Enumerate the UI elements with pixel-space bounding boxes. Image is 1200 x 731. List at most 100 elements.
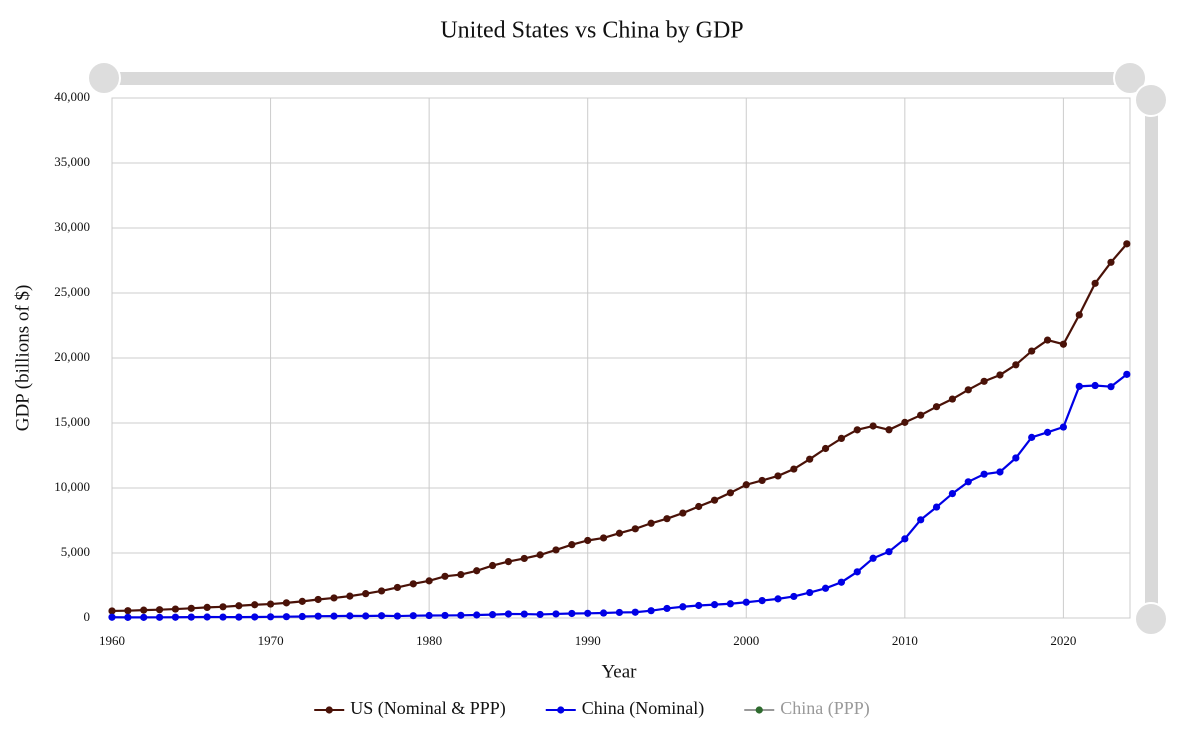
- data-point: [251, 601, 259, 609]
- data-point: [393, 612, 402, 620]
- data-point: [124, 613, 132, 621]
- data-point: [441, 611, 449, 620]
- legend-item[interactable]: US (Nominal & PPP): [314, 698, 506, 719]
- data-point: [568, 609, 576, 618]
- x-tick-label: 1980: [416, 633, 442, 648]
- data-point: [663, 604, 671, 613]
- data-point: [393, 583, 402, 592]
- slider-handle[interactable]: [1134, 602, 1168, 636]
- legend-item[interactable]: China (PPP): [744, 698, 870, 719]
- data-point: [140, 613, 148, 621]
- data-point: [171, 613, 180, 621]
- data-point: [409, 612, 417, 620]
- data-point: [853, 568, 861, 576]
- data-point: [124, 607, 132, 615]
- data-point: [885, 548, 893, 556]
- data-point: [314, 595, 322, 604]
- data-point: [140, 606, 148, 614]
- data-point: [108, 613, 116, 621]
- data-point: [1123, 240, 1131, 248]
- data-point: [679, 509, 687, 517]
- data-point: [774, 595, 782, 603]
- data-point: [1123, 370, 1131, 378]
- slider-handle[interactable]: [1134, 83, 1168, 117]
- chart-title: United States vs China by GDP: [440, 18, 743, 44]
- data-point: [869, 554, 877, 562]
- data-point: [235, 602, 243, 610]
- x-tick-label: 2000: [733, 633, 759, 648]
- data-point: [1075, 311, 1083, 319]
- data-point: [917, 411, 925, 419]
- data-point: [155, 606, 164, 614]
- data-point: [742, 481, 750, 489]
- y-tick-label: 0: [84, 609, 91, 624]
- y-tick-label: 15,000: [54, 414, 90, 429]
- data-point: [108, 607, 116, 615]
- data-point: [948, 489, 957, 498]
- data-point: [806, 588, 814, 597]
- data-point: [187, 613, 195, 621]
- y-range-slider[interactable]: [1134, 83, 1168, 636]
- data-point: [1059, 423, 1068, 431]
- data-point: [853, 426, 861, 434]
- data-point: [282, 599, 291, 607]
- x-tick-label: 1970: [258, 633, 284, 648]
- data-point: [599, 534, 608, 542]
- data-point: [298, 612, 306, 621]
- data-point: [742, 598, 750, 606]
- data-point: [457, 570, 465, 579]
- slider-handle[interactable]: [1113, 61, 1147, 95]
- data-point: [346, 592, 354, 600]
- data-point: [1091, 279, 1099, 287]
- data-point: [996, 371, 1004, 379]
- data-point: [1043, 336, 1052, 344]
- y-tick-label: 20,000: [54, 349, 90, 364]
- data-point: [536, 610, 544, 619]
- data-point: [1091, 381, 1099, 390]
- data-point: [235, 613, 243, 621]
- data-point: [504, 610, 513, 618]
- data-point: [330, 612, 338, 620]
- slider-handle[interactable]: [87, 61, 121, 95]
- data-point: [314, 612, 322, 620]
- data-point: [647, 607, 655, 615]
- data-point: [710, 496, 719, 504]
- data-point: [187, 604, 195, 612]
- data-point: [885, 426, 893, 434]
- data-point: [584, 536, 592, 545]
- data-point: [219, 613, 227, 621]
- data-point: [203, 613, 211, 621]
- data-point: [377, 587, 386, 595]
- y-tick-label: 30,000: [54, 219, 90, 234]
- data-point: [362, 590, 370, 598]
- data-point: [568, 541, 576, 549]
- data-point: [599, 609, 608, 617]
- legend-marker: [325, 706, 333, 714]
- data-point: [1107, 258, 1115, 266]
- legend: US (Nominal & PPP) China (Nominal) China (…: [314, 698, 870, 719]
- data-point: [441, 572, 449, 580]
- data-point: [790, 465, 798, 473]
- data-point: [552, 610, 560, 618]
- legend-marker: [557, 706, 565, 714]
- data-point: [695, 601, 703, 610]
- data-point: [615, 608, 624, 617]
- data-point: [980, 470, 988, 478]
- x-range-slider[interactable]: [87, 61, 1147, 95]
- data-point: [473, 611, 481, 619]
- data-point: [536, 551, 544, 559]
- data-point: [473, 567, 481, 575]
- data-point: [980, 377, 988, 385]
- data-point: [726, 600, 735, 608]
- data-point: [901, 418, 909, 426]
- data-point: [520, 554, 528, 563]
- data-point: [203, 603, 211, 612]
- legend-marker: [755, 706, 763, 714]
- data-point: [663, 515, 671, 523]
- data-point: [869, 422, 877, 430]
- legend-item[interactable]: China (Nominal): [545, 698, 704, 719]
- data-point: [266, 613, 275, 621]
- data-point: [917, 516, 925, 524]
- data-point: [710, 601, 719, 609]
